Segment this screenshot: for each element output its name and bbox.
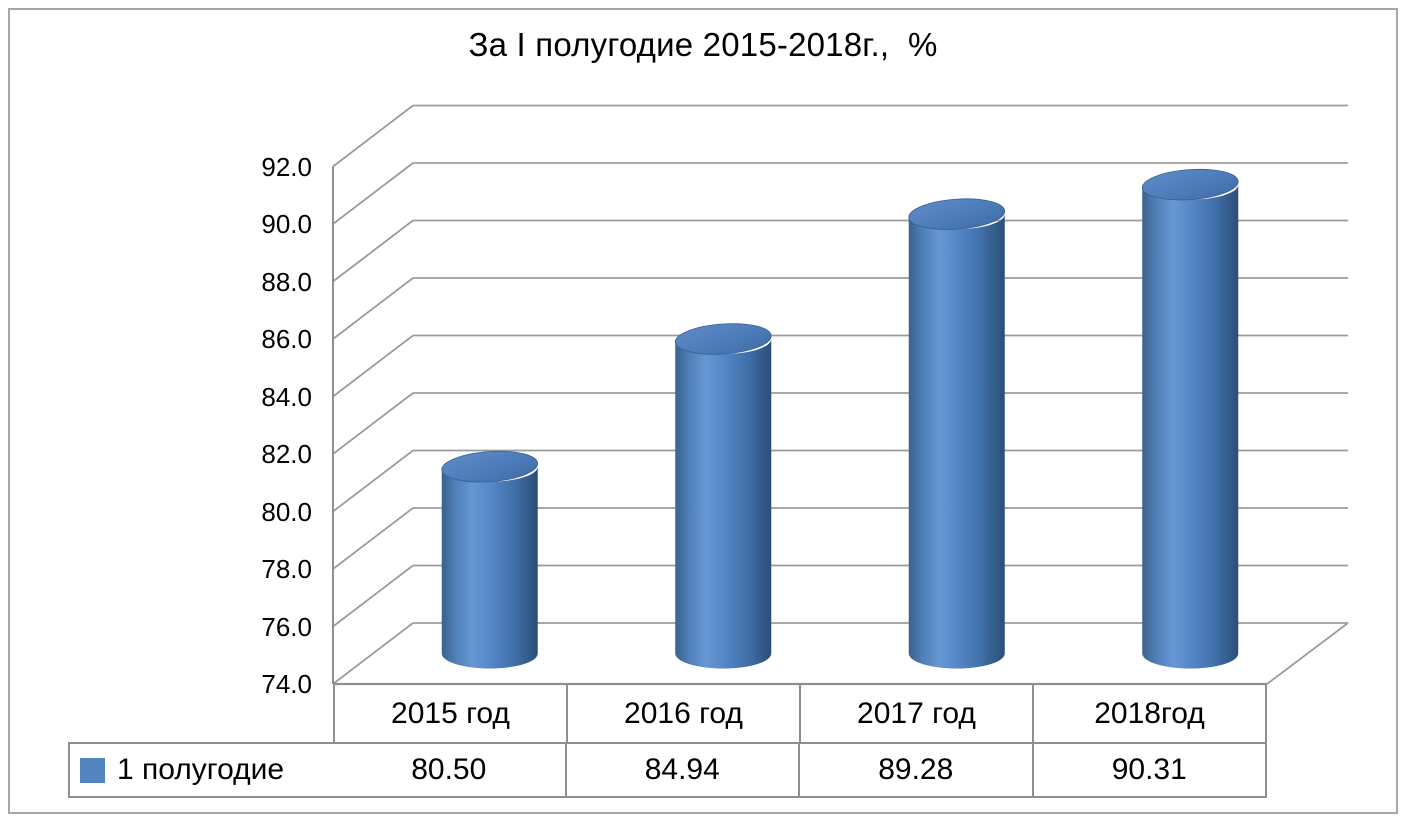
y-axis-tick-label: 92.0 [261,151,312,182]
category-label: 2016 год [566,685,799,742]
y-axis-tick-label: 80.0 [261,496,312,527]
data-table-value: 89.28 [798,744,1032,796]
y-axis-tick-label: 88.0 [261,266,312,297]
category-label: 2018год [1032,685,1265,742]
y-axis-tick-label: 74.0 [261,669,312,699]
y-axis-tick-label: 84.0 [261,381,312,412]
legend-cell: 1 полугодие [70,744,333,796]
cylinder-bars [441,166,1239,669]
category-label: 2015 год [391,696,510,730]
y-axis-tick-label: 78.0 [261,554,312,584]
chart-title: За I полугодие 2015-2018г., % [468,26,938,63]
category-axis-row: 2015 год 2016 год 2017 год 2018год [333,685,1267,742]
category-label: 2017 год [799,685,1032,742]
y-axis-tick-label: 82.0 [261,439,312,469]
data-table-value: 90.31 [1031,744,1266,796]
legend-color-swatch [80,757,105,783]
data-table-row: 1 полугодие 80.50 84.94 89.28 90.31 [68,742,1267,798]
data-table-value: 80.50 [411,753,487,786]
cylinder-bar-2018год[interactable] [1141,166,1239,669]
y-axis-tick-label: 86.0 [261,324,312,354]
data-table-value: 84.94 [564,744,799,796]
cylinder-bar-2017-год[interactable] [908,196,1006,669]
y-axis-tick-label: 76.0 [261,611,312,642]
legend-series-label: 1 полугодие [117,753,285,786]
y-axis-tick-label: 90.0 [261,209,312,239]
cylinder-bar-2016-год[interactable] [674,321,772,669]
cylinder-bar-2015-год[interactable] [441,448,539,669]
